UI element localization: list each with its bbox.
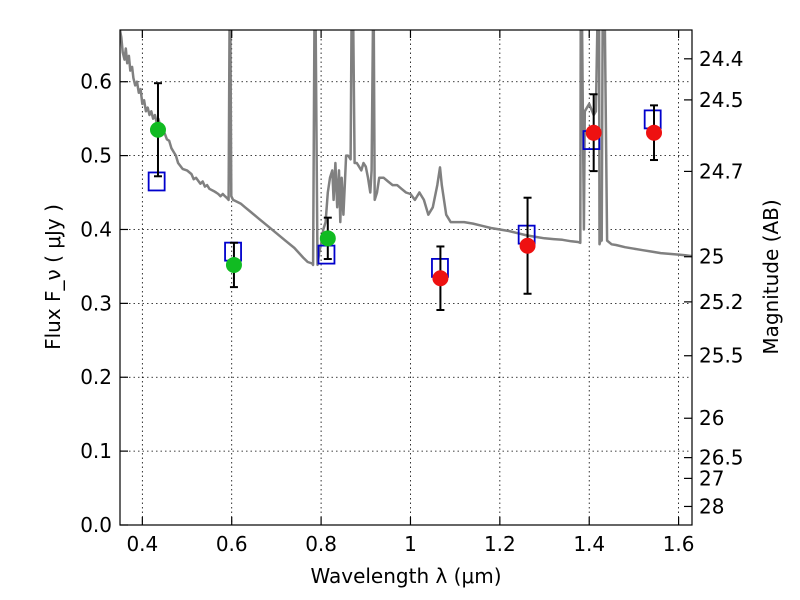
mag-tick-label: 28 <box>699 494 724 518</box>
model-spectrum-line <box>120 30 692 267</box>
y-axis: 0.0 0.1 0.2 0.3 0.4 0.5 0.6 <box>80 70 128 537</box>
y-tick-label: 0.4 <box>80 217 112 241</box>
plot-area <box>120 30 692 267</box>
y-tick-label: 0.1 <box>80 439 112 463</box>
y-tick-label: 0.6 <box>80 70 112 94</box>
mag-tick-label: 26.5 <box>699 446 744 470</box>
mag-tick-label: 24.7 <box>699 159 744 183</box>
y-axis-title: Flux F_ν ( μJy ) <box>41 204 65 350</box>
observed-point-red <box>432 270 449 287</box>
mag-tick-label: 24.5 <box>699 88 744 112</box>
mag-tick-label: 27 <box>699 466 724 490</box>
observed-point-red <box>519 237 536 254</box>
y-tick-label: 0.5 <box>80 144 112 168</box>
y-tick-label: 0.2 <box>80 365 112 389</box>
x-tick-label: 1.6 <box>663 532 695 556</box>
observed-point-green <box>149 121 166 138</box>
x-tick-label: 0.4 <box>126 532 158 556</box>
mag-tick-label: 26 <box>699 406 724 430</box>
x-axis-title: Wavelength λ (μm) <box>310 564 501 588</box>
observed-point-red <box>585 124 602 141</box>
y-tick-label: 0.0 <box>80 513 112 537</box>
mag-tick-label: 25.2 <box>699 290 744 314</box>
mag-tick-label: 24.4 <box>699 47 744 71</box>
y-tick-label: 0.3 <box>80 291 112 315</box>
mag-tick-label: 25.5 <box>699 344 744 368</box>
y2-axis-title: Magnitude (AB) <box>759 199 783 354</box>
mag-tick-label: 25 <box>699 245 724 269</box>
observed-point-green <box>225 256 242 273</box>
grid-lines <box>120 30 692 525</box>
markers-layer <box>147 82 663 312</box>
x-axis: 0.4 0.6 0.8 1 1.2 1.4 1.6 <box>126 30 695 556</box>
observed-point-green <box>319 230 336 247</box>
observed-point-red <box>646 124 663 141</box>
x-tick-label: 1.4 <box>573 532 605 556</box>
x-tick-label: 1.2 <box>484 532 516 556</box>
x-tick-label: 0.6 <box>216 532 248 556</box>
x-tick-label: 0.8 <box>305 532 337 556</box>
x-tick-label: 1 <box>404 532 417 556</box>
plot-frame <box>119 29 693 526</box>
model-photometry-box <box>147 171 166 192</box>
